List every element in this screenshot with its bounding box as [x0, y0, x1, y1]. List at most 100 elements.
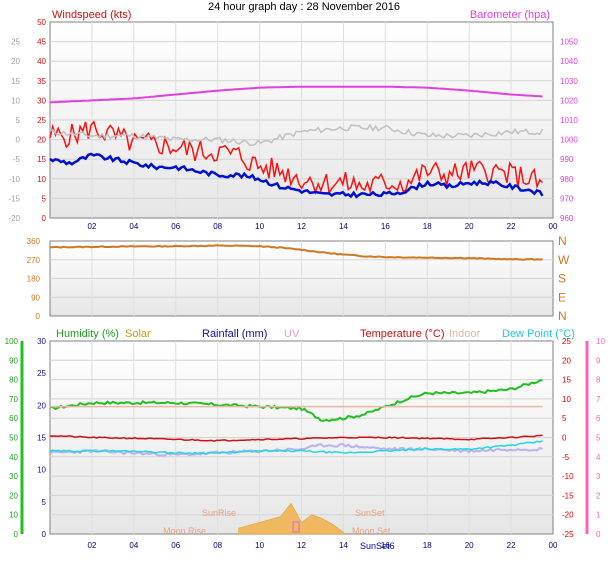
barometer-tick-label: 960: [560, 214, 574, 223]
hour-tick-label: 00: [549, 541, 558, 550]
windspeed-tick-label: 10: [37, 175, 46, 184]
wind-gust-line: [49, 120, 544, 196]
compass-label: E: [558, 290, 566, 304]
windspeed-tick-label: 40: [37, 57, 46, 66]
hour-tick-label: 12: [297, 222, 306, 231]
hour-tick-label: 02: [87, 541, 96, 550]
hour-tick-label: 16: [381, 541, 390, 550]
barometer-tick-label: 1010: [560, 116, 578, 125]
temperature-tick-label: -20: [562, 511, 574, 520]
direction-tick-label: 180: [27, 275, 41, 284]
humidity-label: Humidity (%): [56, 328, 119, 340]
wind-series: [49, 85, 544, 199]
hour-tick-label: 04: [129, 541, 138, 550]
rainfall-tick-label: 30: [37, 337, 46, 346]
hour-tick-label: 22: [507, 541, 516, 550]
secondary-tick-label: -10: [8, 175, 20, 184]
dewpoint-line: [49, 440, 543, 455]
secondary-tick-label: 15: [11, 77, 20, 86]
barometer-tick-label: 990: [560, 155, 574, 164]
uv-tick-label: 5: [596, 434, 601, 443]
hour-tick-label: 06: [171, 222, 180, 231]
barometer-tick-label: 1040: [560, 57, 578, 66]
uv-tick-label: 10: [596, 337, 605, 346]
wind-avg-line: [49, 152, 544, 199]
secondary-tick-label: 0: [16, 136, 21, 145]
solar-label: Solar: [125, 328, 151, 340]
hour-tick-label: 20: [465, 541, 474, 550]
windspeed-tick-label: 25: [37, 116, 46, 125]
hour-tick-label: 08: [213, 541, 222, 550]
compass-label: W: [558, 253, 570, 267]
secondary-line: [49, 123, 544, 147]
windspeed-tick-label: 5: [42, 194, 47, 203]
uv-tick-label: 4: [596, 453, 601, 462]
solar-area: [238, 502, 344, 535]
compass-label: N: [558, 234, 567, 248]
sunset-annotation: SunSet: [355, 508, 385, 518]
hour-tick-label: 16: [381, 222, 390, 231]
direction-tick-label: 360: [27, 237, 41, 246]
secondary-tick-label: 25: [11, 38, 20, 47]
barometer-tick-label: 1050: [560, 38, 578, 47]
direction-tick-label: 90: [31, 293, 40, 302]
secondary-tick-label: 5: [16, 116, 21, 125]
hour-tick-label: 20: [465, 222, 474, 231]
barometer-tick-label: 1000: [560, 136, 578, 145]
windspeed-label: Windspeed (kts): [52, 9, 131, 21]
rainfall-tick-label: 20: [37, 401, 46, 410]
wind-tick-labels: 0 5 10 15 20 25 30 35 40 45 50 -20 -15 -10 -5 0 5 10 15 20 2…: [8, 18, 578, 231]
windspeed-tick-label: 30: [37, 96, 46, 105]
hour-tick-label: 18: [423, 541, 432, 550]
moonset-annotation: Moon Set: [352, 526, 391, 536]
uv-tick-label: 9: [596, 356, 601, 365]
hour-tick-label: 18: [423, 222, 432, 231]
direction-tick-label: 0: [36, 312, 41, 321]
dewpoint-label: Dew Point (°C): [502, 328, 575, 340]
hour-tick-label: 00: [549, 222, 558, 231]
humidity-tick-label: 90: [9, 356, 18, 365]
humidity-tick-label: 20: [9, 491, 18, 500]
direction-series: [49, 244, 543, 261]
temperature-tick-label: -15: [562, 491, 574, 500]
secondary-tick-label: -20: [8, 214, 20, 223]
barometer-tick-label: 1030: [560, 77, 578, 86]
wind-direction-line: [49, 244, 543, 261]
humidity-tick-label: 60: [9, 414, 18, 423]
windspeed-tick-label: 15: [37, 155, 46, 164]
uv-tick-label: 6: [596, 414, 601, 423]
direction-tick-label: 270: [27, 256, 41, 265]
uv-tick-label: 7: [596, 395, 601, 404]
windspeed-tick-label: 45: [37, 38, 46, 47]
temperature-tick-label: 25: [562, 337, 571, 346]
temperature-tick-label: 15: [562, 376, 571, 385]
temperature-tick-label: 5: [562, 414, 567, 423]
humidity-tick-label: 10: [9, 511, 18, 520]
uv-line: [49, 442, 543, 457]
hour-tick-label: 12: [297, 541, 306, 550]
hour-tick-label: 10: [255, 541, 264, 550]
indoor-label: Indoor: [449, 328, 481, 340]
temperature-tick-label: -25: [562, 530, 574, 539]
humidity-line: [49, 379, 543, 422]
rainfall-tick-label: 5: [42, 498, 47, 507]
hour-tick-label: 14: [339, 222, 348, 231]
secondary-tick-label: 10: [11, 96, 20, 105]
humidity-tick-label: 50: [9, 434, 18, 443]
sunrise-annotation: SunRise: [202, 508, 236, 518]
barometer-tick-label: 980: [560, 175, 574, 184]
windspeed-tick-label: 20: [37, 136, 46, 145]
uv-tick-label: 8: [596, 376, 601, 385]
hour-tick-label: 04: [129, 222, 138, 231]
temperature-tick-label: 0: [562, 434, 567, 443]
hour-tick-label: 08: [213, 222, 222, 231]
sun-moon-annotations: SunRise SunSet Moon Rise Moon Set SunSet…: [163, 508, 395, 551]
rainfall-tick-label: 0: [42, 530, 47, 539]
sun-marker: [292, 521, 300, 533]
barometer-tick-label: 970: [560, 194, 574, 203]
chart-title: 24 hour graph day : 28 November 2016: [208, 1, 400, 13]
weather-tick-labels: 0102030405060708090100051015202530-25-20…: [5, 337, 606, 550]
windspeed-tick-label: 35: [37, 77, 46, 86]
humidity-tick-label: 70: [9, 395, 18, 404]
